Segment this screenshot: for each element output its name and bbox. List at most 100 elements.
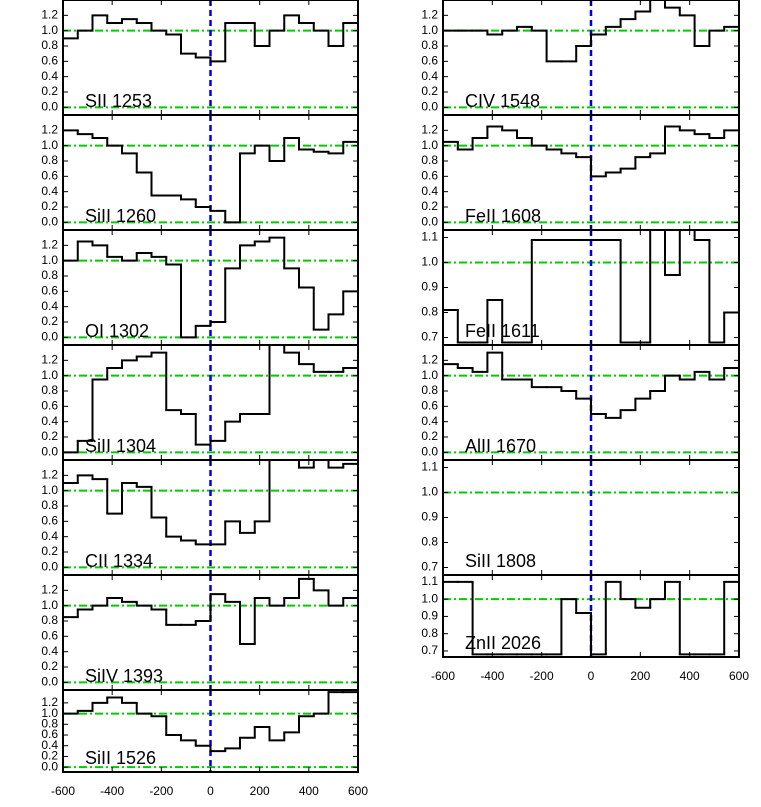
ion-label: CII 1334 bbox=[85, 551, 153, 571]
ion-label: SiII 1526 bbox=[85, 748, 156, 768]
plot-area bbox=[443, 0, 739, 115]
ion-label: SiII 1808 bbox=[465, 551, 536, 571]
panel: 0.0 0.20.40.6 0.81.01.2 SII 1253 bbox=[41, 0, 359, 116]
y-tick-label: 0.8 bbox=[41, 153, 58, 167]
y-tick-label: 0.4 bbox=[421, 69, 438, 83]
y-tick-label: 0.6 bbox=[41, 514, 58, 528]
ion-label: OI 1302 bbox=[85, 321, 149, 341]
y-tick-label: 1.0 bbox=[421, 485, 438, 499]
plot-area bbox=[443, 345, 739, 460]
y-tick-label: 0.6 bbox=[41, 169, 58, 183]
panel: 0.00.20.40.60.81.01.2 -600 -400 -200 0 200 400… bbox=[41, 689, 368, 798]
y-tick-label: 0.0 bbox=[421, 445, 438, 459]
y-tick-label: 1.0 bbox=[41, 23, 58, 37]
y-tick-label: 0.4 bbox=[41, 299, 58, 313]
y-tick-label: 0.4 bbox=[41, 414, 58, 428]
panel-frame bbox=[442, 574, 740, 658]
y-tick-label: 1.2 bbox=[41, 238, 58, 252]
y-tick-label: 0.2 bbox=[41, 429, 58, 443]
y-tick-label: 0.6 bbox=[41, 727, 58, 741]
y-tick-label: 1.1 bbox=[421, 574, 438, 588]
y-tick-label: 0.2 bbox=[41, 199, 58, 213]
y-tick-label: 0.0 bbox=[41, 560, 58, 574]
y-tick-label: 0.8 bbox=[421, 383, 438, 397]
y-tick-label: 0.4 bbox=[41, 184, 58, 198]
panel: 0.0 0.20.40.6 0.81.01.2 SiII 1304 bbox=[41, 344, 359, 461]
x-tick-label: 200 bbox=[630, 669, 650, 683]
x-tick-label: 600 bbox=[729, 669, 749, 683]
ion-label: SiII 1304 bbox=[85, 436, 156, 456]
x-tick-label: 400 bbox=[680, 669, 700, 683]
y-tick-label: 0.8 bbox=[421, 626, 438, 640]
y-tick-label: 0.0 bbox=[421, 100, 438, 114]
y-tick-label: 1.2 bbox=[41, 468, 58, 482]
y-tick-label: 0.2 bbox=[421, 84, 438, 98]
y-tick-label: 0.2 bbox=[41, 659, 58, 673]
y-tick-label: 0.7 bbox=[421, 330, 438, 344]
y-tick-label: 0.2 bbox=[421, 429, 438, 443]
x-tick-label: -400 bbox=[100, 784, 124, 798]
x-tick-label: -200 bbox=[530, 669, 554, 683]
y-tick-label: 0.0 bbox=[41, 330, 58, 344]
plot-area bbox=[63, 575, 358, 690]
x-tick-label: 200 bbox=[250, 784, 270, 798]
y-tick-label: 0.8 bbox=[41, 716, 58, 730]
y-tick-label: 0.4 bbox=[421, 184, 438, 198]
y-tick-label: 0.4 bbox=[41, 738, 58, 752]
panel: 0.0 0.20.40.6 0.81.01.2 SiIV 1393 bbox=[41, 574, 359, 691]
x-tick-label: 0 bbox=[588, 669, 595, 683]
y-tick-label: 1.2 bbox=[41, 583, 58, 597]
y-tick-label: 0.0 bbox=[41, 759, 58, 773]
ion-label: ZnII 2026 bbox=[465, 633, 541, 653]
y-tick-label: 0.8 bbox=[421, 305, 438, 319]
y-tick-label: 1.2 bbox=[421, 8, 438, 22]
x-tick-label: -600 bbox=[51, 784, 75, 798]
y-tick-label: 0.6 bbox=[421, 169, 438, 183]
y-tick-label: 1.0 bbox=[41, 138, 58, 152]
y-tick-label: 0.8 bbox=[41, 383, 58, 397]
ion-label: FeII 1608 bbox=[465, 206, 541, 226]
ion-label: SiII 1260 bbox=[85, 206, 156, 226]
x-tick-label: 0 bbox=[207, 784, 214, 798]
y-tick-label: 0.2 bbox=[41, 84, 58, 98]
y-tick-label: 0.0 bbox=[41, 675, 58, 689]
y-tick-label: 1.2 bbox=[421, 123, 438, 137]
plot-area bbox=[443, 575, 739, 657]
y-tick-label: 0.0 bbox=[41, 100, 58, 114]
y-tick-label: 1.0 bbox=[421, 255, 438, 269]
y-tick-label: 0.8 bbox=[421, 153, 438, 167]
y-tick-label: 1.0 bbox=[41, 483, 58, 497]
panel: 0.7 0.8 0.9 1.0 1.1 -600 -400 -200 0 200 400 600 ZnI… bbox=[421, 574, 749, 683]
plot-area bbox=[63, 230, 358, 345]
plot-area bbox=[443, 230, 739, 345]
y-tick-label: 0.2 bbox=[421, 199, 438, 213]
plot-area bbox=[443, 115, 739, 230]
y-tick-label: 0.8 bbox=[41, 613, 58, 627]
y-tick-label: 0.9 bbox=[421, 510, 438, 524]
y-tick-label: 0.7 bbox=[421, 643, 438, 657]
plot-area bbox=[443, 460, 739, 575]
y-tick-label: 0.8 bbox=[41, 268, 58, 282]
y-tick-label: 0.6 bbox=[421, 54, 438, 68]
y-tick-label: 0.2 bbox=[41, 314, 58, 328]
y-tick-label: 0.4 bbox=[41, 529, 58, 543]
y-tick-label: 1.0 bbox=[41, 706, 58, 720]
y-tick-label: 1.0 bbox=[421, 23, 438, 37]
y-tick-label: 0.6 bbox=[41, 54, 58, 68]
y-tick-label: 0.2 bbox=[41, 544, 58, 558]
y-tick-label: 0.9 bbox=[421, 280, 438, 294]
panel: 0.0 0.20.40.6 0.81.01.2 OI 1302 bbox=[41, 229, 359, 346]
y-tick-label: 0.4 bbox=[41, 69, 58, 83]
y-tick-label: 1.2 bbox=[41, 8, 58, 22]
y-tick-label: 1.0 bbox=[421, 138, 438, 152]
y-tick-label: 1.0 bbox=[421, 368, 438, 382]
y-tick-label: 0.2 bbox=[41, 749, 58, 763]
y-tick-label: 0.0 bbox=[41, 445, 58, 459]
y-tick-label: 1.0 bbox=[41, 253, 58, 267]
ion-label: CIV 1548 bbox=[465, 91, 540, 111]
ion-label: AlII 1670 bbox=[465, 436, 536, 456]
y-tick-label: 1.2 bbox=[41, 695, 58, 709]
y-tick-label: 0.6 bbox=[421, 399, 438, 413]
y-tick-label: 0.4 bbox=[421, 414, 438, 428]
